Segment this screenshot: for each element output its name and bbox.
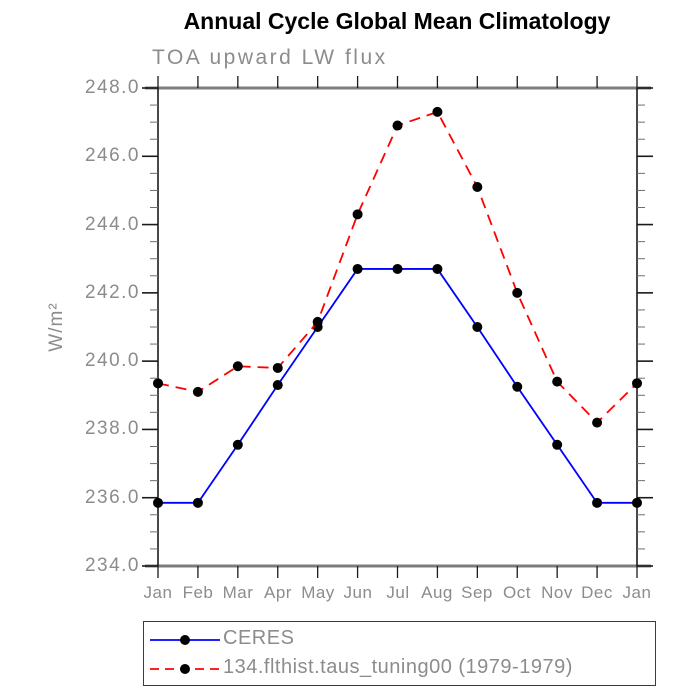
x-tick-label: Aug [421, 583, 453, 602]
x-tick-label: Feb [182, 583, 214, 602]
x-tick-label: Nov [541, 583, 573, 602]
x-tick-label: Apr [264, 583, 292, 602]
legend-label-ceres: CERES [223, 627, 295, 649]
y-tick-label: 236.0 [84, 487, 140, 508]
chart-title: Annual Cycle Global Mean Climatology [183, 8, 611, 34]
y-tick-label: 240.0 [84, 350, 140, 371]
month-ticks [157, 76, 638, 578]
legend-box: CERES 134.flthist.taus_tuning00 (1979-19… [143, 621, 656, 686]
x-tick-label: Oct [503, 583, 531, 602]
series-model [153, 106, 642, 428]
legend-label-model: 134.flthist.taus_tuning00 (1979-1979) [223, 656, 573, 678]
ceres-line-swatch-icon [150, 635, 220, 645]
y-tick-label: 246.0 [84, 145, 140, 166]
y-tick-label: 242.0 [84, 282, 140, 303]
series-ceres [153, 263, 642, 508]
x-tick-label: Jun [343, 583, 373, 602]
x-tick-label: May [301, 583, 335, 602]
x-tick-label: Jul [386, 583, 410, 602]
y-tick-label: 244.0 [84, 214, 140, 235]
y-tick-label: 238.0 [84, 418, 140, 439]
value-ticks [142, 87, 653, 567]
plot-frame [145, 86, 651, 568]
x-tick-label: Jan [143, 583, 173, 602]
x-tick-label: Mar [222, 583, 254, 602]
x-tick-label: Dec [581, 583, 613, 602]
model-line-swatch-icon [150, 664, 220, 674]
x-tick-label: Jan [622, 583, 652, 602]
y-tick-label: 234.0 [84, 555, 140, 576]
y-tick-label: 248.0 [84, 77, 140, 98]
x-tick-label: Sep [461, 583, 493, 602]
chart-subtitle: TOA upward LW flux [152, 46, 388, 69]
